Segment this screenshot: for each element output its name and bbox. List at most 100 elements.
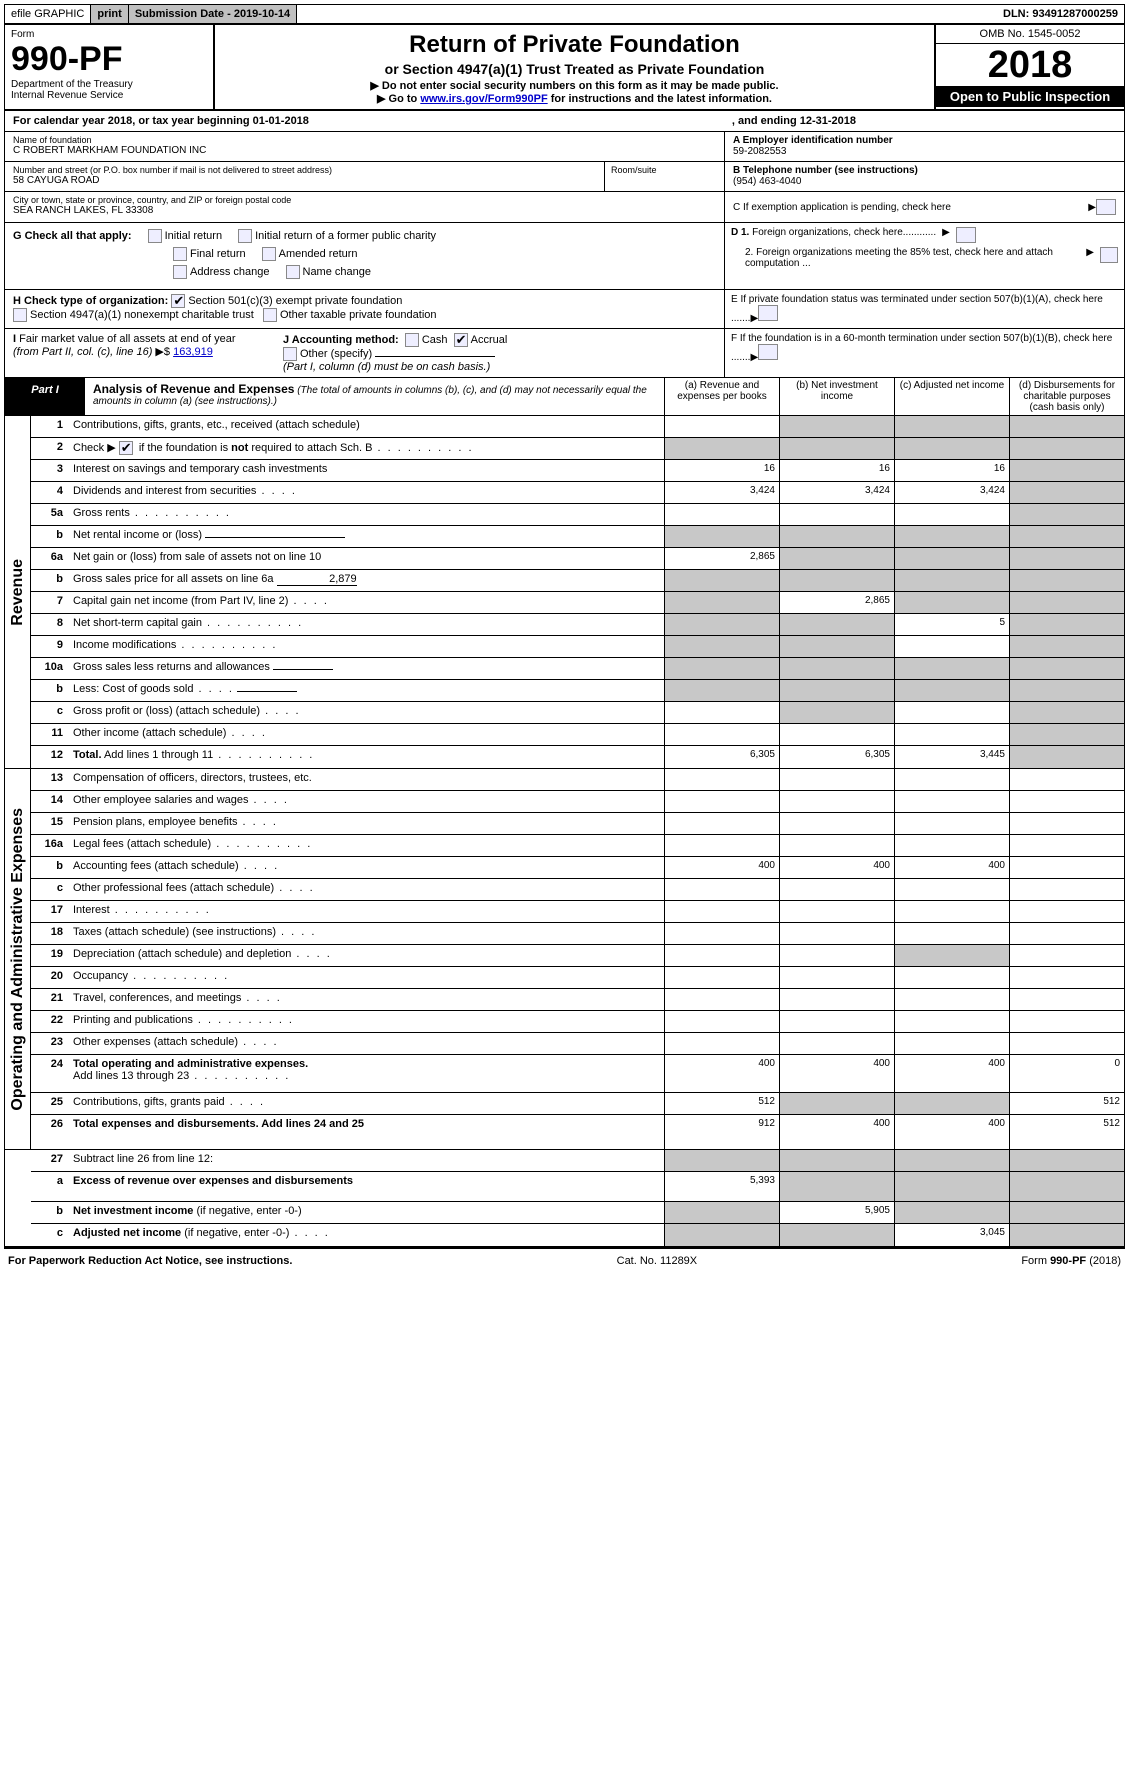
row-8: Net short-term capital gain — [69, 614, 664, 635]
revenue-side-label: Revenue — [5, 416, 31, 768]
part1-tag: Part I — [5, 378, 85, 415]
chk-f[interactable] — [758, 344, 778, 360]
ein-value: 59-2082553 — [733, 146, 1116, 157]
row-10c: Gross profit or (loss) (attach schedule) — [69, 702, 664, 723]
dln-label: DLN: 93491287000259 — [997, 5, 1124, 23]
chk-other-taxable[interactable] — [263, 308, 277, 322]
row-27: Subtract line 26 from line 12: — [69, 1150, 664, 1171]
note-2: ▶ Go to www.irs.gov/Form990PF for instru… — [221, 92, 928, 105]
row-19: Depreciation (attach schedule) and deple… — [69, 945, 664, 966]
chk-final-return[interactable] — [173, 247, 187, 261]
row-5a: Gross rents — [69, 504, 664, 525]
chk-d2[interactable] — [1100, 247, 1118, 263]
row-24: Total operating and administrative expen… — [69, 1055, 664, 1092]
room-label: Room/suite — [611, 165, 718, 175]
row-25: Contributions, gifts, grants paid — [69, 1093, 664, 1114]
chk-e[interactable] — [758, 305, 778, 321]
form-title: Return of Private Foundation — [221, 31, 928, 59]
submission-date: Submission Date - 2019-10-14 — [129, 5, 297, 23]
tax-year: 2018 — [936, 44, 1124, 86]
chk-amended-return[interactable] — [262, 247, 276, 261]
irs-link[interactable]: www.irs.gov/Form990PF — [420, 93, 547, 105]
row-11: Other income (attach schedule) — [69, 724, 664, 745]
chk-other-method[interactable] — [283, 347, 297, 361]
exemption-label: C If exemption application is pending, c… — [733, 202, 951, 213]
footer-right: Form 990-PF (2018) — [1021, 1255, 1121, 1267]
foundation-name-label: Name of foundation — [13, 135, 716, 145]
top-bar: efile GRAPHIC print Submission Date - 20… — [5, 5, 1124, 25]
form-header: Form 990-PF Department of the Treasury I… — [5, 25, 1124, 111]
row-18: Taxes (attach schedule) (see instruction… — [69, 923, 664, 944]
chk-sch-b[interactable] — [119, 441, 133, 455]
row-20: Occupancy — [69, 967, 664, 988]
row-12: Total. Add lines 1 through 11 — [69, 746, 664, 768]
col-d-hdr: (d) Disbursements for charitable purpose… — [1009, 378, 1124, 415]
h-label: H Check type of organization: — [13, 295, 168, 307]
j-label: J Accounting method: — [283, 334, 399, 346]
address-value: 58 CAYUGA ROAD — [13, 175, 604, 186]
form-word: Form — [11, 29, 207, 40]
j-note: (Part I, column (d) must be on cash basi… — [283, 361, 490, 373]
row-3: Interest on savings and temporary cash i… — [69, 460, 664, 481]
chk-address-change[interactable] — [173, 265, 187, 279]
row-1: Contributions, gifts, grants, etc., rece… — [69, 416, 664, 437]
footer: For Paperwork Reduction Act Notice, see … — [0, 1253, 1129, 1269]
row-13: Compensation of officers, directors, tru… — [69, 769, 664, 790]
form-number: 990-PF — [11, 40, 207, 79]
row-21: Travel, conferences, and meetings — [69, 989, 664, 1010]
row-27c: Adjusted net income (if negative, enter … — [69, 1224, 664, 1246]
footer-left: For Paperwork Reduction Act Notice, see … — [8, 1255, 292, 1267]
row-9: Income modifications — [69, 636, 664, 657]
row-22: Printing and publications — [69, 1011, 664, 1032]
col-c-hdr: (c) Adjusted net income — [894, 378, 1009, 415]
fmv-value: 163,919 — [173, 346, 213, 358]
omb-number: OMB No. 1545-0052 — [936, 25, 1124, 44]
chk-4947[interactable] — [13, 308, 27, 322]
expenses-side-label: Operating and Administrative Expenses — [5, 769, 31, 1149]
print-button[interactable]: print — [91, 5, 128, 23]
row-23: Other expenses (attach schedule) — [69, 1033, 664, 1054]
ein-label: A Employer identification number — [733, 135, 1116, 146]
row-10b: Less: Cost of goods sold — [69, 680, 664, 701]
chk-d1[interactable] — [956, 227, 976, 243]
calendar-year-row: For calendar year 2018, or tax year begi… — [5, 111, 1124, 132]
city-label: City or town, state or province, country… — [13, 195, 716, 205]
row-10a: Gross sales less returns and allowances — [69, 658, 664, 679]
dept-line2: Internal Revenue Service — [11, 90, 207, 101]
address-label: Number and street (or P.O. box number if… — [13, 165, 604, 175]
chk-cash[interactable] — [405, 333, 419, 347]
row-16b: Accounting fees (attach schedule) — [69, 857, 664, 878]
row-27a: Excess of revenue over expenses and disb… — [69, 1172, 664, 1201]
row-4: Dividends and interest from securities — [69, 482, 664, 503]
row-16c: Other professional fees (attach schedule… — [69, 879, 664, 900]
city-value: SEA RANCH LAKES, FL 33308 — [13, 205, 716, 216]
row-6a: Net gain or (loss) from sale of assets n… — [69, 548, 664, 569]
row-7: Capital gain net income (from Part IV, l… — [69, 592, 664, 613]
g-label: G Check all that apply: — [13, 230, 132, 242]
row-27b: Net investment income (if negative, ente… — [69, 1202, 664, 1223]
open-to-public: Open to Public Inspection — [936, 86, 1124, 107]
chk-name-change[interactable] — [286, 265, 300, 279]
col-b-hdr: (b) Net investment income — [779, 378, 894, 415]
row-14: Other employee salaries and wages — [69, 791, 664, 812]
row-17: Interest — [69, 901, 664, 922]
row-2: Check ▶ if the foundation is not require… — [69, 438, 664, 459]
row-6b: Gross sales price for all assets on line… — [69, 570, 664, 591]
row-26: Total expenses and disbursements. Add li… — [69, 1115, 664, 1149]
row-15: Pension plans, employee benefits — [69, 813, 664, 834]
dept-line1: Department of the Treasury — [11, 79, 207, 90]
chk-initial-return[interactable] — [148, 229, 162, 243]
phone-value: (954) 463-4040 — [733, 176, 1116, 187]
exemption-checkbox[interactable] — [1096, 199, 1116, 215]
part1-title: Analysis of Revenue and Expenses — [93, 382, 294, 396]
chk-initial-former[interactable] — [238, 229, 252, 243]
row-16a: Legal fees (attach schedule) — [69, 835, 664, 856]
chk-501c3[interactable] — [171, 294, 185, 308]
footer-catno: Cat. No. 11289X — [617, 1255, 698, 1267]
efile-label: efile GRAPHIC — [5, 5, 91, 23]
row-5b: Net rental income or (loss) — [69, 526, 664, 547]
note-1: ▶ Do not enter social security numbers o… — [221, 79, 928, 92]
chk-accrual[interactable] — [454, 333, 468, 347]
foundation-name: C ROBERT MARKHAM FOUNDATION INC — [13, 145, 716, 156]
col-a-hdr: (a) Revenue and expenses per books — [664, 378, 779, 415]
